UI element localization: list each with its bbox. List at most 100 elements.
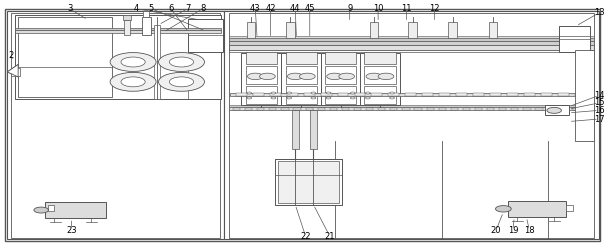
Bar	[560, 108, 567, 110]
Bar	[304, 93, 315, 96]
Bar	[321, 53, 361, 105]
Circle shape	[287, 73, 303, 80]
Bar	[524, 93, 535, 96]
Bar	[473, 93, 484, 96]
Circle shape	[159, 53, 204, 71]
Text: 11: 11	[401, 4, 412, 13]
Text: 15: 15	[594, 98, 604, 107]
Circle shape	[326, 92, 331, 94]
Bar	[229, 45, 594, 50]
Text: 5: 5	[149, 4, 154, 13]
Circle shape	[271, 92, 276, 94]
Circle shape	[287, 97, 292, 99]
Text: 2: 2	[8, 51, 13, 60]
Bar	[575, 93, 586, 96]
Circle shape	[169, 57, 194, 67]
Text: 10: 10	[373, 4, 384, 13]
Bar	[229, 36, 594, 38]
Bar	[544, 105, 569, 115]
Text: 20: 20	[491, 226, 502, 235]
Circle shape	[350, 97, 355, 99]
Bar	[229, 105, 594, 107]
Bar	[427, 108, 434, 110]
Text: 9: 9	[347, 4, 352, 13]
Text: 22: 22	[300, 232, 311, 241]
Circle shape	[121, 57, 145, 67]
Circle shape	[390, 92, 394, 94]
Bar	[241, 53, 281, 105]
Bar	[269, 108, 276, 110]
Text: 12: 12	[429, 4, 440, 13]
Text: 14: 14	[594, 91, 604, 100]
Text: 43: 43	[250, 4, 261, 13]
Bar	[451, 108, 458, 110]
Circle shape	[365, 97, 370, 99]
Bar	[321, 93, 332, 96]
Bar	[463, 108, 470, 110]
Circle shape	[365, 92, 370, 94]
Bar	[511, 108, 518, 110]
Bar	[422, 93, 433, 96]
Bar	[310, 110, 317, 149]
Text: 7: 7	[185, 4, 190, 13]
Bar	[584, 108, 591, 110]
Bar	[548, 108, 555, 110]
Bar	[229, 38, 594, 41]
Polygon shape	[7, 64, 18, 77]
Bar	[11, 13, 220, 238]
Bar	[292, 110, 299, 149]
Bar	[286, 22, 295, 38]
Circle shape	[260, 73, 275, 80]
Text: 13: 13	[594, 8, 604, 17]
Bar	[286, 52, 317, 64]
Bar	[489, 22, 497, 38]
Bar	[142, 17, 151, 35]
Bar	[306, 108, 313, 110]
Bar	[388, 93, 399, 96]
Bar	[330, 108, 337, 110]
Circle shape	[390, 97, 394, 99]
Text: 16: 16	[594, 106, 604, 115]
Bar	[188, 19, 223, 52]
Circle shape	[327, 73, 342, 80]
Text: 3: 3	[67, 4, 72, 13]
Bar	[364, 52, 396, 64]
Bar	[507, 93, 518, 96]
Bar	[439, 93, 450, 96]
Circle shape	[547, 107, 561, 113]
Circle shape	[495, 206, 511, 212]
Text: 45: 45	[304, 4, 315, 13]
Bar	[390, 108, 397, 110]
Bar	[247, 22, 255, 38]
Bar	[224, 11, 599, 239]
Bar	[230, 93, 593, 96]
Bar	[378, 108, 385, 110]
Bar	[523, 108, 531, 110]
Bar	[15, 28, 221, 30]
Bar	[154, 25, 160, 99]
Circle shape	[271, 97, 276, 99]
Bar	[439, 108, 446, 110]
Text: 17: 17	[594, 115, 604, 124]
Bar	[286, 86, 317, 104]
Bar	[499, 108, 506, 110]
Bar	[354, 108, 361, 110]
Bar	[236, 93, 247, 96]
Text: 42: 42	[265, 4, 276, 13]
Bar	[456, 93, 467, 96]
Bar	[246, 86, 277, 104]
Bar	[18, 17, 112, 97]
Bar	[487, 108, 494, 110]
Bar	[15, 30, 221, 33]
Circle shape	[287, 92, 292, 94]
Bar	[286, 66, 317, 84]
Circle shape	[299, 73, 315, 80]
Bar	[287, 93, 298, 96]
Bar	[371, 93, 382, 96]
Circle shape	[326, 97, 331, 99]
Text: 8: 8	[200, 4, 205, 13]
Bar	[246, 52, 277, 64]
Bar	[245, 108, 252, 110]
Circle shape	[110, 53, 156, 71]
Bar	[278, 161, 339, 203]
